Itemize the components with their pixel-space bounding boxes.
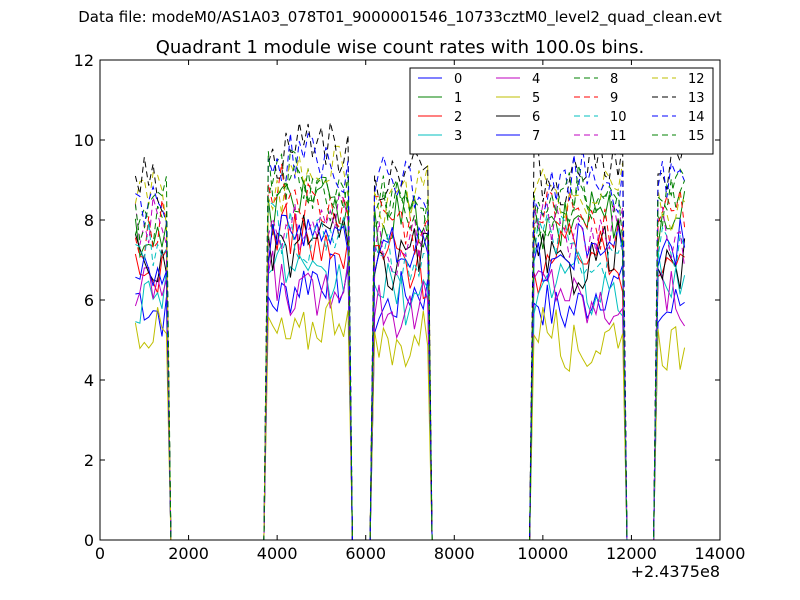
x-tick-label: 12000 — [606, 544, 657, 563]
x-tick-label: 2000 — [168, 544, 209, 563]
legend-label-8: 8 — [610, 72, 618, 87]
series-line-7 — [135, 214, 686, 541]
series-line-8 — [134, 149, 686, 541]
y-tick-label: 2 — [84, 451, 94, 470]
x-tick-label: 4000 — [257, 544, 298, 563]
axes-ticks: 0 2000 4000 6000 8000 10000 12000 1400002468101… — [74, 51, 746, 563]
x-tick-label: 8000 — [434, 544, 475, 563]
legend-label-10: 10 — [610, 110, 627, 125]
series-line-3 — [135, 243, 686, 541]
x-tick-label: 10000 — [517, 544, 568, 563]
chart-title: Quadrant 1 module wise count rates with … — [155, 37, 645, 58]
legend-label-9: 9 — [610, 91, 618, 106]
legend-label-11: 11 — [610, 129, 627, 144]
series-line-10 — [135, 200, 686, 541]
legend-label-0: 0 — [454, 72, 462, 87]
suptitle: Data file: modeM0/AS1A03_078T01_90000015… — [78, 8, 722, 26]
y-tick-label: 8 — [84, 211, 94, 230]
legend-label-13: 13 — [688, 91, 705, 106]
legend-label-5: 5 — [532, 91, 540, 106]
y-tick-label: 6 — [84, 291, 94, 310]
legend-label-6: 6 — [532, 110, 540, 125]
legend-label-3: 3 — [454, 129, 462, 144]
series-line-14 — [135, 132, 686, 541]
series-line-4 — [134, 250, 686, 541]
series-line-6 — [134, 213, 686, 541]
legend-label-15: 15 — [688, 129, 705, 144]
series-layer — [134, 122, 686, 541]
series-line-11 — [134, 192, 686, 541]
x-tick-label: 14000 — [695, 544, 746, 563]
y-tick-label: 4 — [84, 371, 94, 390]
x-tick-label: 0 — [95, 544, 105, 563]
legend-label-7: 7 — [532, 129, 540, 144]
legend-label-1: 1 — [454, 91, 462, 106]
y-tick-label: 0 — [84, 531, 94, 550]
y-tick-label: 10 — [74, 131, 94, 150]
legend-label-2: 2 — [454, 110, 462, 125]
x-tick-label: 6000 — [345, 544, 386, 563]
series-line-2 — [134, 204, 685, 541]
legend-box — [409, 67, 714, 155]
y-tick-label: 12 — [74, 51, 94, 70]
legend-label-14: 14 — [688, 110, 705, 125]
series-line-9 — [134, 163, 686, 541]
series-line-5 — [134, 297, 686, 541]
legend-label-12: 12 — [688, 72, 705, 87]
legend-label-4: 4 — [532, 72, 540, 87]
x-offset-label: +2.4375e8 — [631, 562, 720, 581]
